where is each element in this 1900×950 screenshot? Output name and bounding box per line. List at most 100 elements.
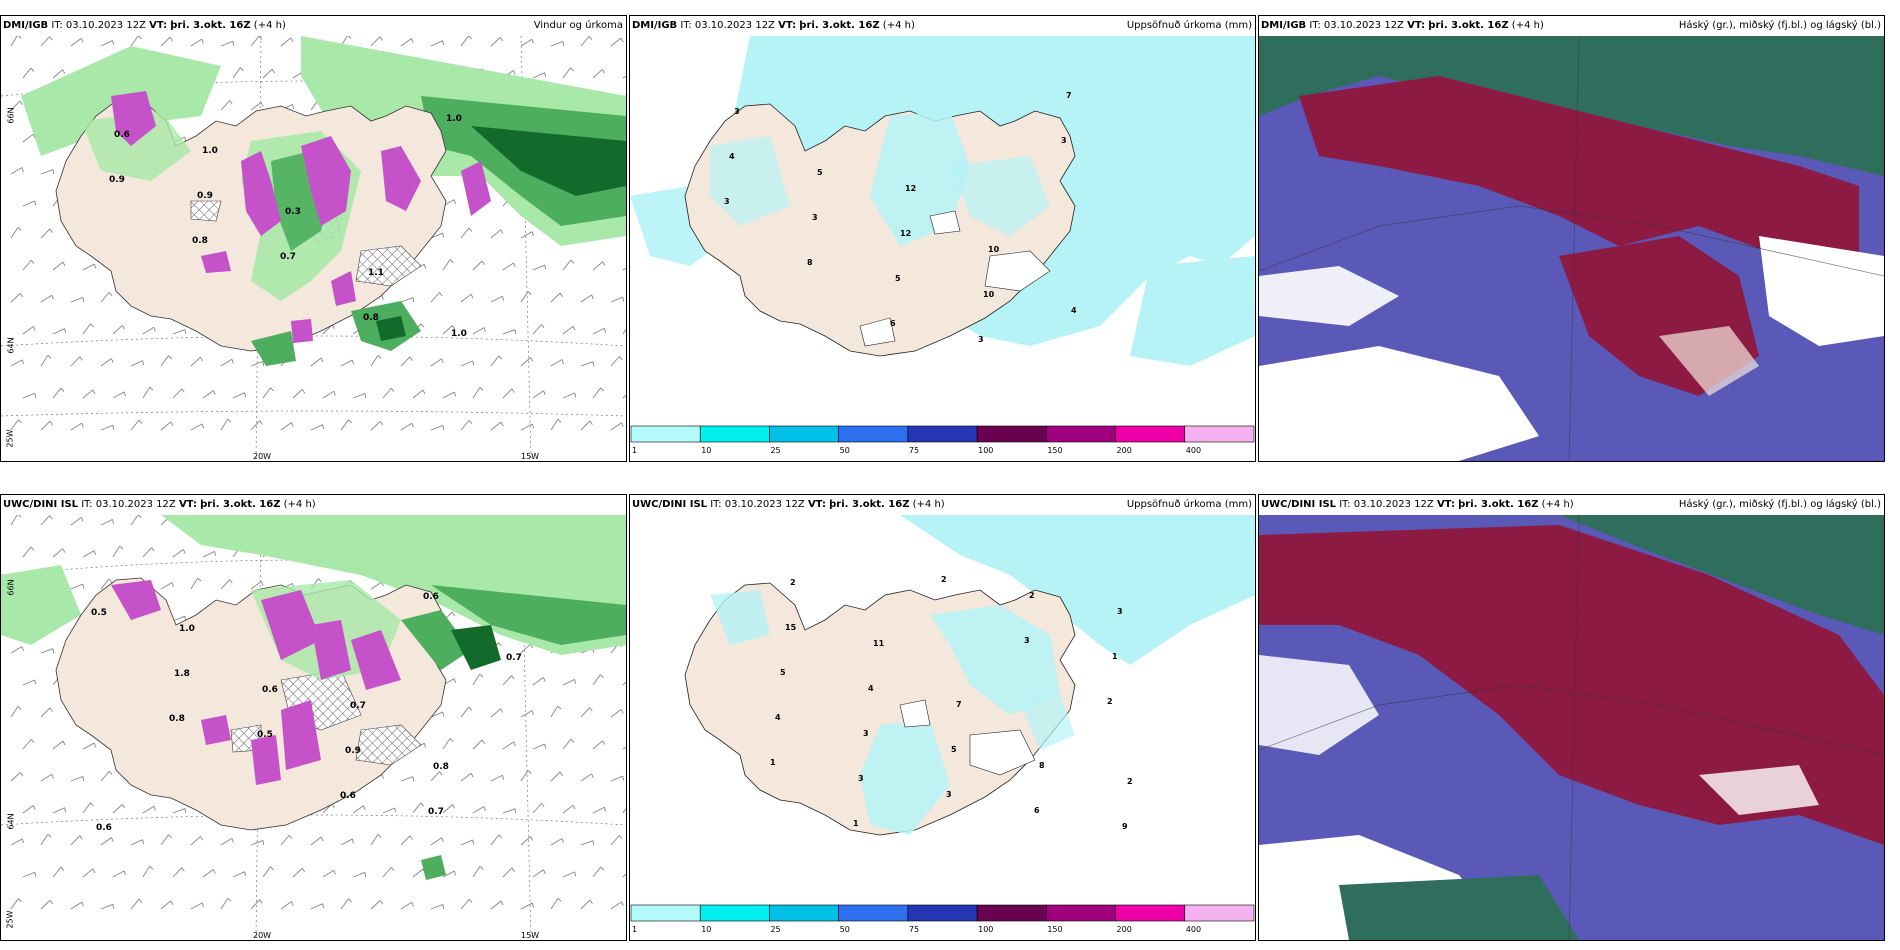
map-value-label: 1.1 — [368, 268, 384, 278]
lat-label-64: 64N — [6, 813, 16, 830]
vt-label: VT: — [778, 20, 797, 31]
model-name: DMI/IGB — [1261, 20, 1307, 31]
colorbar-swatch — [769, 425, 839, 443]
colorbar-tick-label: 150 — [1047, 446, 1062, 455]
map-value-label: 0.5 — [91, 608, 107, 618]
panel-title: Uppsöfnuð úrkoma (mm) — [1126, 20, 1252, 31]
clouds-map — [1259, 36, 1884, 461]
map-value-label: 1.8 — [174, 669, 190, 679]
map-value-label: 7 — [956, 700, 962, 709]
map-value-label: 3 — [1117, 607, 1123, 616]
colorbar-tick-label: 75 — [909, 446, 919, 455]
map-value-label: 0.8 — [169, 714, 185, 724]
map-value-label: 6 — [890, 319, 896, 328]
lon-label-20: 20W — [253, 452, 272, 461]
colorbar-swatch — [1115, 904, 1186, 922]
init-time: 03.10.2023 12Z — [1323, 20, 1404, 31]
map-value-label: 0.5 — [257, 730, 273, 740]
map-value-label: 1 — [1112, 652, 1118, 661]
it-label: IT: — [51, 20, 63, 31]
colorbar-swatch — [1115, 425, 1186, 443]
map-value-label: 0.9 — [109, 175, 125, 185]
map-value-label: 0.8 — [192, 236, 208, 246]
model-name: UWC/DINI ISL — [3, 499, 79, 510]
valid-time: þri. 3.okt. 16Z — [799, 20, 880, 31]
panel-header: DMI/IGB IT: 03.10.2023 12Z VT: þri. 3.ok… — [1259, 16, 1884, 36]
panel-title: Háský (gr.), miðský (fj.bl.) og lágský (… — [1678, 20, 1881, 31]
init-time: 03.10.2023 12Z — [95, 499, 176, 510]
vt-label: VT: — [1407, 20, 1426, 31]
map-value-label: 0.7 — [428, 807, 444, 817]
colorbar: 1 10 25 50 75 100 150 200 400 — [630, 424, 1255, 461]
valid-time: þri. 3.okt. 16Z — [1458, 499, 1539, 510]
map-value-label: 4 — [729, 152, 735, 161]
colorbar-tick-label: 150 — [1047, 925, 1062, 934]
panel-wind-precip-uwc: UWC/DINI ISL IT: 03.10.2023 12Z VT: þri.… — [0, 494, 627, 941]
colorbar-tick-label: 1 — [632, 925, 637, 934]
colorbar-tick-label: 50 — [840, 446, 850, 455]
map-value-label: 15 — [785, 623, 797, 632]
lead-time: (+4 h) — [283, 499, 316, 510]
map-value-label: 0.7 — [350, 701, 366, 711]
valid-time: þri. 3.okt. 16Z — [200, 499, 281, 510]
map-value-label: 9 — [1122, 822, 1128, 831]
lon-label-15: 15W — [521, 931, 540, 940]
valid-time: þri. 3.okt. 16Z — [829, 499, 910, 510]
it-label: IT: — [81, 499, 93, 510]
panel-header: UWC/DINI ISL IT: 03.10.2023 12Z VT: þri.… — [630, 495, 1255, 515]
map-value-label: 2 — [941, 575, 947, 584]
map-value-label: 3 — [978, 335, 984, 344]
colorbar-swatch — [1184, 425, 1255, 443]
map-value-label: 1.0 — [179, 624, 195, 634]
map-value-label: 2 — [1127, 777, 1133, 786]
colorbar-tick-label: 200 — [1117, 925, 1132, 934]
map-value-label: 6 — [1034, 806, 1040, 815]
colorbar-tick-label: 400 — [1186, 925, 1201, 934]
lon-label-20: 20W — [253, 931, 272, 940]
model-name: DMI/IGB — [3, 20, 49, 31]
panel-header: DMI/IGB IT: 03.10.2023 12Z VT: þri. 3.ok… — [630, 16, 1255, 36]
panel-clouds-dmi: DMI/IGB IT: 03.10.2023 12Z VT: þri. 3.ok… — [1258, 15, 1885, 462]
lead-time: (+4 h) — [1511, 20, 1544, 31]
panel-title: Uppsöfnuð úrkoma (mm) — [1126, 499, 1252, 510]
map-value-label: 12 — [900, 229, 911, 238]
init-time: 03.10.2023 12Z — [694, 20, 775, 31]
colorbar-swatch — [1046, 904, 1116, 922]
map-value-label: 1.0 — [202, 146, 218, 156]
colorbar-swatch — [630, 425, 701, 443]
wind-precip-map: 0.7 0.8 0.6 1.0 0.6 0.9 0.7 0.5 1.8 0.5 0.6 0.6 0.7 0… — [1, 515, 626, 940]
colorbar-swatch — [907, 904, 978, 922]
init-time: 03.10.2023 12Z — [1353, 499, 1434, 510]
lead-time: (+4 h) — [882, 20, 915, 31]
model-name: DMI/IGB — [632, 20, 678, 31]
map-value-label: 3 — [1061, 136, 1067, 145]
map-value-label: 0.7 — [506, 653, 522, 663]
map-value-label: 0.8 — [433, 762, 449, 772]
map-value-label: 3 — [863, 729, 869, 738]
colorbar-swatch — [838, 425, 909, 443]
map-value-label: 1 — [853, 819, 859, 828]
model-name: UWC/DINI ISL — [632, 499, 708, 510]
map-value-label: 0.6 — [340, 791, 356, 801]
accum-precip-map: 12 10 4 3 5 12 10 7 4 3 5 3 3 3 8 6 — [630, 36, 1255, 424]
it-label: IT: — [1309, 20, 1321, 31]
map-value-label: 4 — [1071, 306, 1077, 315]
colorbar-tick-label: 10 — [701, 446, 711, 455]
colorbar-tick-label: 25 — [770, 925, 780, 934]
map-value-label: 3 — [734, 107, 740, 116]
lead-time: (+4 h) — [912, 499, 945, 510]
valid-time: þri. 3.okt. 16Z — [1428, 20, 1509, 31]
colorbar-swatch — [699, 904, 770, 922]
map-value-label: 0.9 — [345, 746, 361, 756]
map-value-label: 3 — [946, 790, 952, 799]
colorbar-tick-label: 100 — [978, 925, 993, 934]
map-value-label: 2 — [1107, 697, 1113, 706]
vt-label: VT: — [149, 20, 168, 31]
map-value-label: 3 — [812, 213, 818, 222]
map-value-label: 0.6 — [114, 130, 130, 140]
panel-accum-precip-dmi: DMI/IGB IT: 03.10.2023 12Z VT: þri. 3.ok… — [629, 15, 1256, 462]
vt-label: VT: — [178, 499, 197, 510]
map-value-label: 5 — [895, 274, 901, 283]
lon-label-25: 25W — [5, 429, 15, 448]
